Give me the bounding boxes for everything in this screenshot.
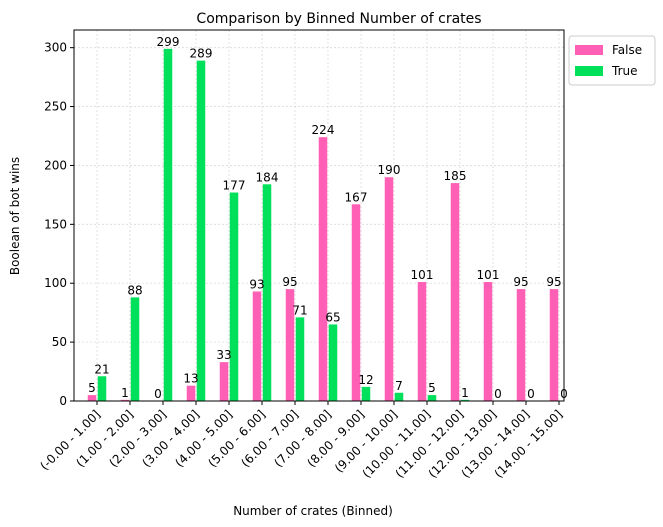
y-tick-label: 250 xyxy=(44,100,67,114)
bar-false xyxy=(186,385,196,401)
data-label-true: 289 xyxy=(190,47,213,61)
data-label-false: 101 xyxy=(411,268,434,282)
data-label-false: 190 xyxy=(378,163,401,177)
data-label-true: 12 xyxy=(358,373,373,387)
bar-true xyxy=(361,386,371,401)
y-tick-label: 0 xyxy=(59,394,67,408)
y-tick-label: 100 xyxy=(44,276,67,290)
data-label-true: 0 xyxy=(494,387,502,401)
bar-false xyxy=(120,399,130,401)
y-axis: 0 50 100 150 200 250 300 xyxy=(44,41,74,408)
data-label-false: 93 xyxy=(249,277,264,291)
data-label-true: 65 xyxy=(325,310,340,324)
data-label-false: 13 xyxy=(183,372,198,386)
bar-false xyxy=(285,289,295,401)
legend-swatch-false xyxy=(575,45,603,55)
bar-true xyxy=(394,392,404,401)
grid-lines xyxy=(74,30,564,402)
bar-false xyxy=(219,362,229,401)
bar-true xyxy=(328,324,338,401)
legend-label-false: False xyxy=(612,43,642,57)
bar-false xyxy=(483,282,493,401)
data-label-false: 95 xyxy=(282,275,297,289)
bar-false xyxy=(417,282,427,401)
data-label-true: 0 xyxy=(527,387,535,401)
bar-true xyxy=(262,184,272,401)
bar-false xyxy=(318,137,328,401)
data-label-false: 1 xyxy=(121,386,129,400)
x-axis: (-0.00 - 1.00](1.00 - 2.00](2.00 - 3.00]… xyxy=(37,401,565,481)
bar-true xyxy=(229,192,239,401)
bar-false xyxy=(87,395,97,401)
data-label-false: 185 xyxy=(444,169,467,183)
data-label-true: 21 xyxy=(94,362,109,376)
data-label-false: 101 xyxy=(477,268,500,282)
bar-true xyxy=(130,297,140,401)
data-label-true: 177 xyxy=(223,179,246,193)
data-label-true: 1 xyxy=(461,386,469,400)
chart-title: Comparison by Binned Number of crates xyxy=(196,11,481,27)
y-axis-label: Boolean of bot wins xyxy=(8,157,22,275)
data-label-false: 167 xyxy=(345,190,368,204)
data-label-false: 5 xyxy=(88,381,96,395)
data-labels: 5211880299132893317793184957122465167121… xyxy=(88,35,568,401)
data-label-false: 95 xyxy=(513,275,528,289)
data-label-true: 299 xyxy=(157,35,180,49)
bars xyxy=(87,48,559,401)
plot-area-frame xyxy=(73,29,565,402)
data-label-true: 88 xyxy=(127,283,142,297)
data-label-false: 224 xyxy=(312,123,335,137)
bar-true xyxy=(460,399,470,401)
legend: False True xyxy=(568,35,656,86)
bar-false xyxy=(516,289,526,401)
bar-false xyxy=(351,204,361,401)
y-tick-label: 300 xyxy=(44,41,67,55)
y-tick-label: 200 xyxy=(44,158,67,172)
bar-false xyxy=(252,291,262,401)
data-label-true: 5 xyxy=(428,381,436,395)
bar-true xyxy=(295,317,305,401)
legend-swatch-true xyxy=(575,66,603,76)
bar-true xyxy=(163,48,173,401)
bar-true xyxy=(97,376,107,401)
data-label-false: 33 xyxy=(216,348,231,362)
bar-true xyxy=(196,60,206,401)
data-label-true: 184 xyxy=(256,170,279,184)
y-tick-label: 50 xyxy=(52,335,67,349)
bar-false xyxy=(384,177,394,401)
data-label-false: 95 xyxy=(546,275,561,289)
x-axis-label: Number of crates (Binned) xyxy=(233,504,393,518)
bar-false xyxy=(549,289,559,401)
bar-false xyxy=(450,183,460,401)
data-label-true: 71 xyxy=(292,303,307,317)
data-label-false: 0 xyxy=(154,387,162,401)
data-label-true: 7 xyxy=(395,379,403,393)
legend-label-true: True xyxy=(611,64,638,78)
bar-true xyxy=(427,395,437,401)
y-tick-label: 150 xyxy=(44,217,67,231)
